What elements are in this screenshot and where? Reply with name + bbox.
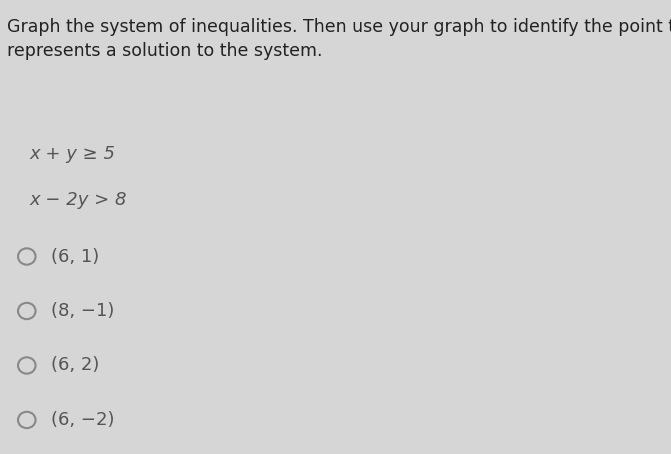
Text: x + y ≥ 5: x + y ≥ 5	[30, 145, 115, 163]
Text: (8, −1): (8, −1)	[51, 302, 115, 320]
Text: (6, −2): (6, −2)	[51, 411, 115, 429]
Text: (6, 2): (6, 2)	[51, 356, 99, 375]
Text: (6, 1): (6, 1)	[51, 247, 99, 266]
Text: Graph the system of inequalities. Then use your graph to identify the point that: Graph the system of inequalities. Then u…	[7, 18, 671, 60]
Text: x − 2y > 8: x − 2y > 8	[30, 191, 127, 209]
